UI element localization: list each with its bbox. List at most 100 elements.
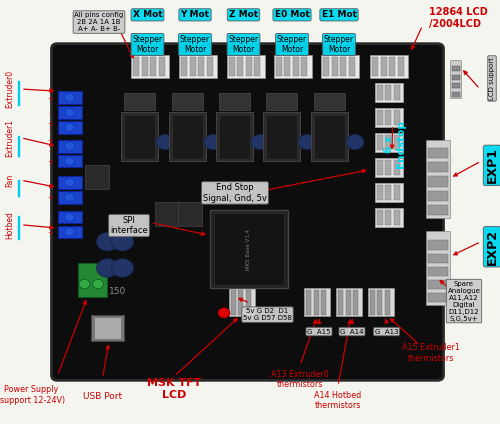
Circle shape xyxy=(92,279,104,289)
Bar xyxy=(377,290,382,315)
Bar xyxy=(266,115,297,159)
Text: -: - xyxy=(49,126,51,132)
Bar xyxy=(428,162,448,172)
Bar xyxy=(394,210,400,225)
Bar xyxy=(452,83,460,88)
Bar xyxy=(142,57,148,76)
Text: 150: 150 xyxy=(109,287,126,296)
Circle shape xyxy=(156,134,174,150)
Bar xyxy=(452,66,460,71)
Bar xyxy=(375,158,402,177)
Bar xyxy=(78,263,106,297)
Text: +: + xyxy=(47,121,53,127)
Bar xyxy=(121,112,158,161)
Bar xyxy=(375,208,402,227)
Text: +: + xyxy=(47,96,53,102)
Bar xyxy=(58,226,82,238)
Text: Stepper
Motor: Stepper Motor xyxy=(277,35,307,54)
Text: All pins config
2B 2A 1A 1B
A+ A- B+ B-: All pins config 2B 2A 1A 1B A+ A- B+ B- xyxy=(74,12,124,32)
Text: X Mot: X Mot xyxy=(132,10,162,20)
Text: +: + xyxy=(47,138,53,144)
Bar xyxy=(376,110,382,125)
Text: Fan: Fan xyxy=(6,173,15,187)
Bar xyxy=(428,205,448,215)
Bar xyxy=(18,180,20,197)
Bar xyxy=(428,254,448,263)
Bar xyxy=(385,160,391,175)
Text: -: - xyxy=(49,85,51,91)
Bar xyxy=(246,57,252,76)
Bar xyxy=(18,136,20,157)
Text: G  A15: G A15 xyxy=(307,329,331,335)
Text: E0 Mot: E0 Mot xyxy=(274,10,310,20)
Text: Stepper
Motor: Stepper Motor xyxy=(228,35,258,54)
Bar xyxy=(133,57,139,76)
Bar xyxy=(263,112,300,161)
Bar xyxy=(58,121,82,134)
Bar xyxy=(452,75,460,80)
Bar xyxy=(398,57,404,76)
Bar xyxy=(428,191,448,201)
Circle shape xyxy=(298,134,316,150)
Bar xyxy=(228,288,254,316)
Circle shape xyxy=(112,232,134,251)
Circle shape xyxy=(64,157,74,165)
Circle shape xyxy=(346,134,364,150)
Bar xyxy=(58,155,82,167)
Text: +: + xyxy=(47,195,53,201)
Bar xyxy=(58,176,82,189)
Bar xyxy=(155,202,179,226)
Text: EXP1: EXP1 xyxy=(486,148,498,183)
Bar xyxy=(332,57,338,76)
Bar xyxy=(214,213,284,285)
Bar xyxy=(124,93,154,110)
Bar xyxy=(18,81,20,106)
Text: G  A14: G A14 xyxy=(340,329,364,335)
Text: A13 Extruder0
thermistors: A13 Extruder0 thermistors xyxy=(271,370,329,389)
Bar xyxy=(237,57,243,76)
Bar xyxy=(385,135,391,150)
Bar xyxy=(276,57,281,76)
Bar xyxy=(340,57,346,76)
Bar xyxy=(190,57,196,76)
Text: EXP2: EXP2 xyxy=(486,229,498,265)
Circle shape xyxy=(64,193,74,201)
Bar xyxy=(292,57,298,76)
Bar xyxy=(323,57,329,76)
Bar xyxy=(384,290,390,315)
Bar xyxy=(238,290,243,315)
Bar xyxy=(368,288,394,316)
Text: MSK TFT
LCD: MSK TFT LCD xyxy=(147,379,201,400)
Bar xyxy=(428,267,448,276)
Bar xyxy=(428,280,448,289)
Bar xyxy=(394,185,400,200)
Bar xyxy=(314,93,344,110)
Bar xyxy=(58,106,82,119)
Bar xyxy=(336,288,362,316)
Bar xyxy=(380,57,386,76)
Text: A15 Extruder1
thermistors: A15 Extruder1 thermistors xyxy=(402,343,460,363)
Text: Y Mot: Y Mot xyxy=(180,10,210,20)
Bar xyxy=(394,160,400,175)
Text: -: - xyxy=(49,110,51,116)
Text: +: + xyxy=(47,230,53,236)
Bar xyxy=(85,165,109,189)
Circle shape xyxy=(64,213,74,221)
Bar xyxy=(246,290,250,315)
Bar xyxy=(150,57,156,76)
Circle shape xyxy=(64,228,74,236)
Bar xyxy=(353,290,358,315)
Bar xyxy=(428,240,448,250)
Bar xyxy=(274,55,312,78)
Text: G  A13: G A13 xyxy=(374,329,398,335)
Text: Stepper
Motor: Stepper Motor xyxy=(132,35,162,54)
Bar xyxy=(385,185,391,200)
Circle shape xyxy=(64,123,74,131)
Bar xyxy=(376,135,382,150)
Bar xyxy=(226,55,264,78)
Circle shape xyxy=(251,134,269,150)
Text: USB Port: USB Port xyxy=(83,392,122,401)
Text: SPI
interface: SPI interface xyxy=(110,216,148,235)
Bar xyxy=(179,55,217,78)
Bar xyxy=(314,290,318,315)
